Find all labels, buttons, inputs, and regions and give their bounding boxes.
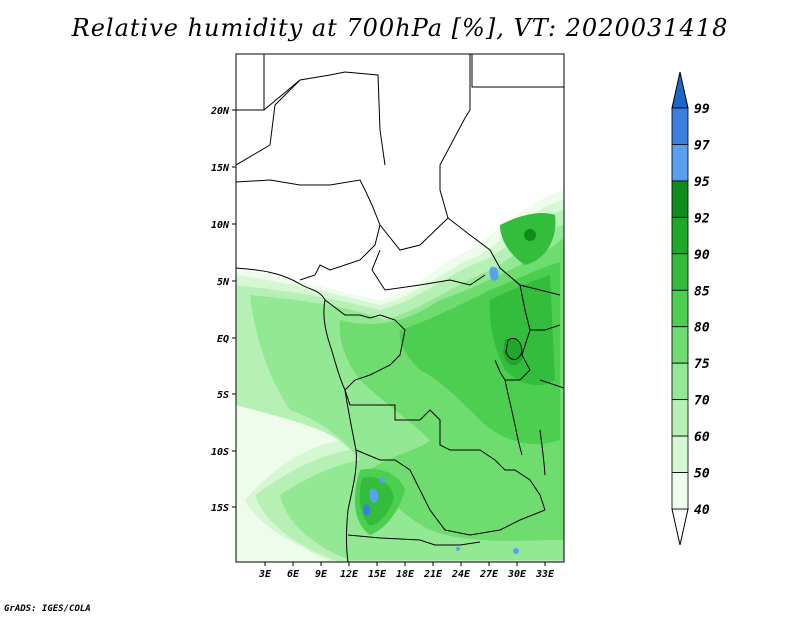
colorbar-segment xyxy=(671,326,689,364)
colorbar-segment xyxy=(671,362,689,401)
lake-tanganyika xyxy=(504,379,523,456)
colorbar-segment xyxy=(671,399,689,437)
map-title: Relative humidity at 700hPa [%], VT: 202… xyxy=(71,14,729,42)
colorbar-segment xyxy=(671,144,689,182)
x-tick-label: 12E xyxy=(340,569,359,580)
colorbar-label: 95 xyxy=(694,175,710,190)
border xyxy=(471,54,564,88)
border xyxy=(379,217,561,296)
border xyxy=(236,54,265,111)
humidity-field xyxy=(236,190,564,562)
colorbar-label: 40 xyxy=(694,503,710,518)
x-tick-label: 18E xyxy=(396,569,415,580)
lake-malawi xyxy=(539,429,546,476)
x-tick-label: 3E xyxy=(258,569,272,580)
border xyxy=(347,534,481,546)
colorbar-segment xyxy=(671,472,689,510)
coastline xyxy=(236,267,357,562)
humidity-shade-97 xyxy=(363,504,371,516)
border xyxy=(530,324,561,331)
colorbar-label: 99 xyxy=(694,102,710,117)
x-tick-label: 24E xyxy=(451,569,471,580)
colorbar-label: 75 xyxy=(694,357,710,372)
humidity-shade-95c xyxy=(379,477,385,483)
coastlines-borders xyxy=(236,54,564,562)
lake-victoria xyxy=(505,338,523,360)
y-tick-label: 10N xyxy=(211,220,230,231)
x-tick-label: 6E xyxy=(287,569,300,580)
x-tick-label: 21E xyxy=(423,569,443,580)
colorbar-segment xyxy=(671,180,689,218)
border xyxy=(324,299,406,391)
border xyxy=(236,79,301,166)
x-tick-label: 27E xyxy=(479,569,499,580)
x-tick-label: 15E xyxy=(368,569,387,580)
colorbar-label: 70 xyxy=(694,394,710,409)
x-tick-label: 9E xyxy=(315,569,328,580)
colorbar-segment xyxy=(671,253,689,291)
colorbar-label: 90 xyxy=(694,248,710,263)
colorbar: 99 97 95 92 90 85 80 75 70 60 50 40 xyxy=(671,71,710,546)
border xyxy=(371,249,486,291)
colorbar-segment xyxy=(671,107,689,145)
border xyxy=(344,389,546,511)
colorbar-label: 85 xyxy=(694,284,710,299)
y-tick-label: 15N xyxy=(211,163,230,174)
colorbar-label: 97 xyxy=(694,138,710,153)
y-tick-label: 20N xyxy=(210,106,230,117)
border xyxy=(236,179,381,281)
colorbar-segment xyxy=(671,435,689,473)
map-frame xyxy=(235,53,565,563)
y-tick-label: 5S xyxy=(217,390,229,401)
y-axis: 20N 15N 10N 5N EQ 5S 10S 15S xyxy=(210,106,236,514)
y-tick-label: EQ xyxy=(217,334,229,345)
border xyxy=(539,379,564,389)
humidity-shade-95e xyxy=(456,547,460,551)
x-tick-label: 30E xyxy=(507,569,527,580)
x-axis: 3E 6E 9E 12E 15E 18E 21E 24E 27E 30E 33E xyxy=(258,562,555,580)
colorbar-top-arrow xyxy=(671,71,689,109)
humidity-shade-95d xyxy=(513,548,519,554)
border xyxy=(355,449,546,536)
colorbar-label: 50 xyxy=(694,467,710,482)
colorbar-label: 92 xyxy=(694,211,710,226)
colorbar-segment xyxy=(671,216,689,255)
border xyxy=(494,284,531,381)
colorbar-bottom-arrow xyxy=(671,508,689,546)
grads-credit: GrADS: IGES/COLA xyxy=(4,604,91,614)
border xyxy=(263,71,386,166)
y-tick-label: 10S xyxy=(211,447,229,458)
x-tick-label: 33E xyxy=(535,569,555,580)
colorbar-segment xyxy=(671,289,689,328)
y-tick-label: 15S xyxy=(211,503,229,514)
colorbar-label: 60 xyxy=(694,430,710,445)
humidity-shade-95b xyxy=(369,488,379,503)
humidity-shade-92 xyxy=(524,229,536,241)
colorbar-label: 80 xyxy=(694,321,710,336)
y-tick-label: 5N xyxy=(217,277,230,288)
humidity-shade-95 xyxy=(489,266,499,281)
border xyxy=(439,54,471,219)
